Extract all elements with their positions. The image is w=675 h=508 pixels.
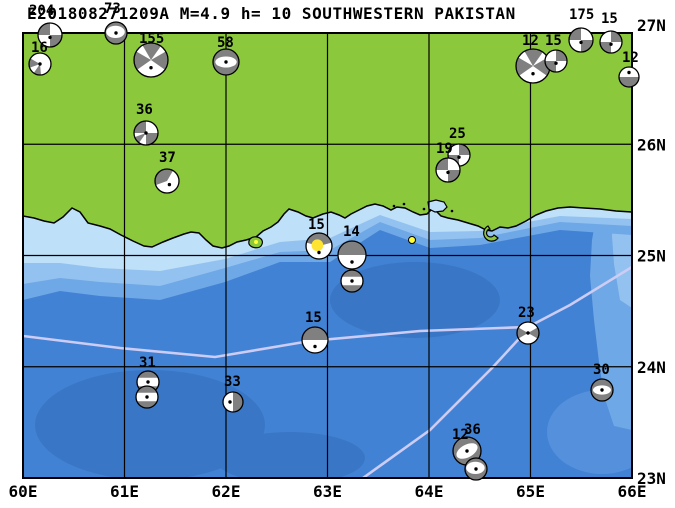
lon-tick-label: 62E bbox=[212, 482, 241, 501]
islet-dot bbox=[402, 202, 406, 206]
focal-mechanism-label: 12 bbox=[522, 33, 539, 49]
focal-mechanism-label: 15 bbox=[601, 11, 618, 27]
lat-tick-label: 24N bbox=[637, 358, 666, 377]
lon-tick-label: 66E bbox=[618, 482, 647, 501]
lat-tick-label: 26N bbox=[637, 135, 666, 154]
deep-sea-patch bbox=[215, 432, 365, 478]
island-yellow-dot bbox=[408, 236, 416, 244]
focal-mechanism[interactable] bbox=[154, 168, 180, 194]
islet-dot bbox=[422, 207, 426, 211]
focal-mechanism-label: 37 bbox=[159, 150, 176, 166]
focal-mechanism[interactable] bbox=[104, 21, 128, 45]
focal-mechanism[interactable] bbox=[135, 385, 159, 409]
focal-mechanism-label: 15 bbox=[545, 33, 562, 49]
focal-mechanism-label: 58 bbox=[217, 35, 234, 51]
focal-mechanism-label: 25 bbox=[449, 126, 466, 142]
focal-mechanism[interactable] bbox=[447, 143, 471, 167]
focal-mechanism[interactable] bbox=[212, 48, 240, 76]
focal-mechanism[interactable] bbox=[37, 22, 63, 48]
map-frame bbox=[22, 32, 633, 479]
lat-tick-label: 25N bbox=[637, 247, 666, 266]
plate-boundary-layer bbox=[23, 265, 632, 478]
focal-mechanism[interactable] bbox=[133, 42, 169, 78]
islet-dot bbox=[450, 209, 454, 213]
plate-boundary-line bbox=[23, 265, 632, 359]
focal-mechanism-label: 19 bbox=[436, 141, 453, 157]
focal-mechanism-label: 12 bbox=[622, 50, 639, 66]
lon-tick-label: 65E bbox=[516, 482, 545, 501]
focal-mechanism[interactable] bbox=[599, 30, 623, 54]
focal-mechanism-label: 16 bbox=[31, 40, 48, 56]
sea-shelf-right-inner bbox=[612, 212, 632, 308]
focal-mechanism-label: 204 bbox=[29, 3, 54, 19]
focal-mechanism[interactable] bbox=[133, 120, 159, 146]
hook-cape bbox=[483, 225, 499, 242]
focal-mechanism[interactable] bbox=[618, 66, 640, 88]
focal-mechanism[interactable] bbox=[435, 157, 461, 183]
peninsula-dot bbox=[254, 240, 258, 244]
coastal-lagoon bbox=[427, 199, 448, 213]
focal-mechanism-label: 175 bbox=[569, 7, 594, 23]
focal-mechanism[interactable] bbox=[515, 48, 551, 84]
lon-tick-label: 63E bbox=[313, 482, 342, 501]
focal-mechanism[interactable] bbox=[301, 326, 329, 354]
focal-mechanism-label: 31 bbox=[139, 355, 156, 371]
focal-mechanism[interactable] bbox=[590, 378, 614, 402]
focal-mechanism[interactable] bbox=[28, 52, 52, 76]
lon-tick-label: 60E bbox=[9, 482, 38, 501]
focal-mechanism[interactable] bbox=[516, 321, 540, 345]
focal-mechanism[interactable] bbox=[464, 457, 488, 481]
focal-mechanism[interactable] bbox=[337, 240, 367, 270]
figure-title: E201808271209A M=4.9 h= 10 SOUTHWESTERN … bbox=[27, 4, 516, 23]
focal-mechanism-label: 12 bbox=[452, 427, 469, 443]
focal-mechanism-label: 15 bbox=[305, 310, 322, 326]
deep-sea-patch bbox=[35, 370, 265, 478]
focal-mechanism[interactable] bbox=[340, 269, 364, 293]
plate-boundary-line bbox=[361, 327, 530, 478]
focal-mechanism[interactable] bbox=[305, 232, 333, 260]
lon-tick-label: 61E bbox=[110, 482, 139, 501]
focal-mechanism-label: 73 bbox=[104, 1, 121, 17]
focal-mechanism-label: 15 bbox=[308, 217, 325, 233]
focal-mechanism-label: 36 bbox=[464, 422, 481, 438]
lon-tick-label: 64E bbox=[415, 482, 444, 501]
focal-mechanism-label: 33 bbox=[224, 374, 241, 390]
islet-dot bbox=[392, 204, 396, 208]
lat-tick-label: 27N bbox=[637, 16, 666, 35]
deep-sea-patch bbox=[330, 262, 500, 338]
focal-mechanism-label: 155 bbox=[139, 31, 164, 47]
focal-mechanism[interactable] bbox=[568, 27, 594, 53]
focal-mechanism-label: 14 bbox=[343, 224, 360, 240]
focal-mechanism[interactable] bbox=[544, 49, 568, 73]
axis-tick-layer: 60E 61E 62E 63E 64E 65E 66E 27N 26N 25N 24N 23N bbox=[9, 16, 666, 501]
focal-mechanism-label: 23 bbox=[518, 305, 535, 321]
focal-mechanism-label: 36 bbox=[136, 102, 153, 118]
focal-mechanism[interactable] bbox=[222, 391, 244, 413]
focal-mechanism-layer bbox=[28, 21, 640, 481]
lat-tick-label: 23N bbox=[637, 469, 666, 488]
focal-mechanism-label: 30 bbox=[593, 362, 610, 378]
